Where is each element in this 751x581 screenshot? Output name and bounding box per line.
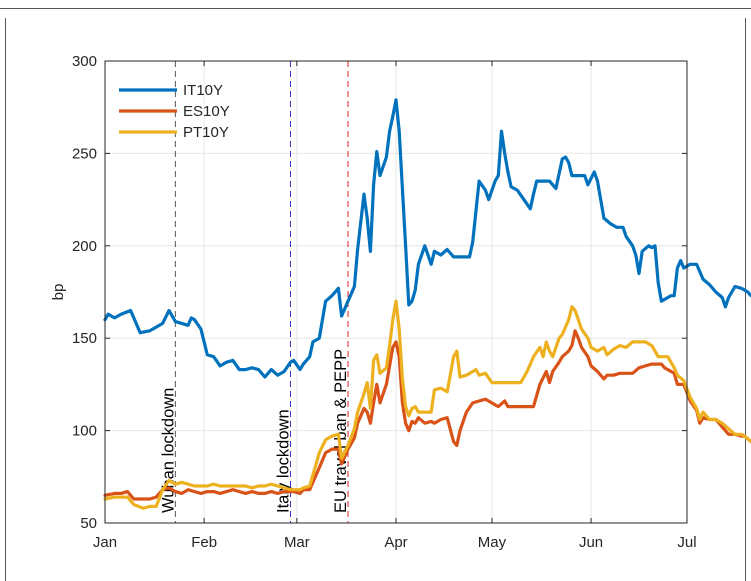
top-rule (0, 8, 751, 9)
axes-box (104, 60, 688, 524)
y-axis-label: bp (50, 284, 67, 301)
x-tick-label: Apr (384, 534, 407, 551)
series-line-it10y (103, 98, 751, 379)
frame-left-border (5, 18, 6, 581)
legend: IT10Y ES10Y PT10Y (119, 82, 230, 141)
series-lines (103, 98, 751, 510)
y-tick-label: 300 (72, 53, 97, 70)
x-tick-label: Jul (677, 534, 696, 551)
legend-label: IT10Y (183, 82, 223, 99)
y-tick-label: 200 (72, 238, 97, 255)
x-tick-label: Jan (93, 534, 117, 551)
series-line-es10y (103, 329, 751, 501)
x-tick-label: Jun (579, 534, 603, 551)
x-tick-label: May (478, 534, 507, 551)
y-tick-label: 150 (72, 330, 97, 347)
legend-label: ES10Y (183, 103, 230, 120)
y-tick-label: 100 (72, 423, 97, 440)
frame-right-border (745, 18, 746, 581)
x-tick-label: Feb (191, 534, 217, 551)
legend-label: PT10Y (183, 124, 229, 141)
x-tick-label: Mar (284, 534, 310, 551)
axes: 50 100 150 200 250 300 Jan Feb Mar Apr May Jun Jul bp (50, 53, 697, 551)
event-label: Italy lockdown (274, 409, 292, 513)
event-label: EU travel ban & PEPP (332, 349, 350, 513)
y-tick-label: 250 (72, 145, 97, 162)
series-line-pt10y (103, 299, 751, 510)
y-tick-label: 50 (80, 515, 97, 532)
